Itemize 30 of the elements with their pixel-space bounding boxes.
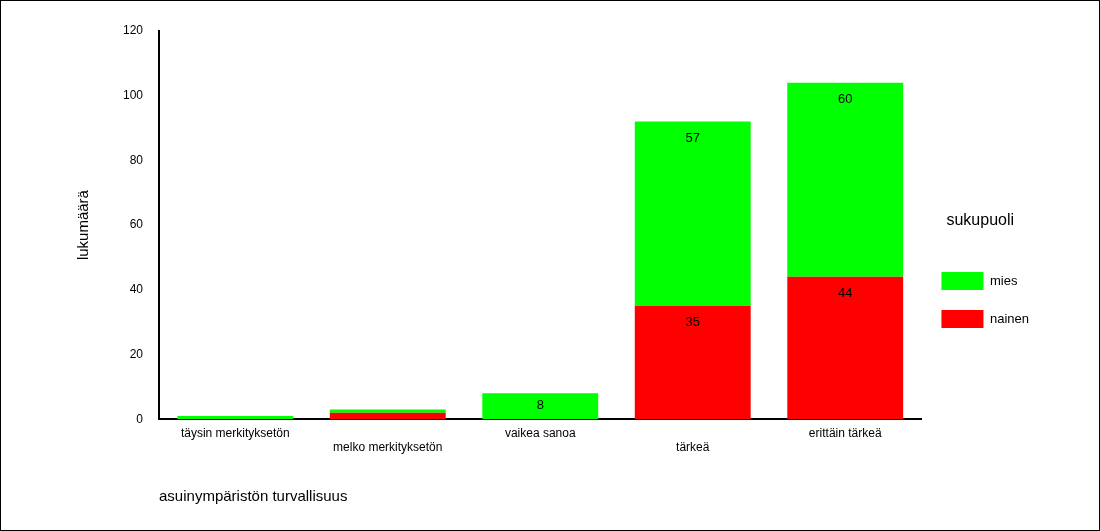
y-tick-label: 40 [129, 282, 144, 297]
data-label: 35 [685, 314, 700, 330]
bar [177, 415, 294, 420]
legend-title: sukupuoli [946, 211, 1015, 229]
y-tick-label: 20 [129, 346, 144, 361]
legend-label: nainen [989, 310, 1030, 326]
data-label: 57 [685, 129, 700, 145]
x-tick-label: erittäin tärkeä [808, 425, 882, 440]
bar [329, 412, 446, 420]
y-tick-label: 60 [129, 217, 144, 232]
bar [329, 409, 446, 413]
x-tick-label: tärkeä [676, 440, 710, 455]
y-tick-label: 80 [129, 152, 144, 167]
bar [634, 121, 751, 306]
data-label: 44 [837, 284, 853, 300]
bar [482, 393, 599, 420]
x-tick-label: täysin merkityksetön [180, 425, 290, 440]
data-label: 60 [837, 90, 853, 106]
bar [787, 82, 904, 277]
legend-label: mies [989, 272, 1018, 288]
y-tick-label: 120 [122, 23, 144, 38]
y-tick-label: 100 [122, 88, 144, 103]
bar [787, 276, 904, 420]
y-axis-title: lukumäärä [74, 189, 92, 261]
y-tick-label: 0 [136, 411, 144, 426]
data-label: 8 [536, 397, 544, 413]
x-axis-title: asuinympäristön turvallisuus [159, 487, 348, 505]
bar [634, 305, 751, 420]
x-tick-label: melko merkityksetön [333, 440, 443, 455]
x-tick-label: vaikea sanoa [504, 425, 576, 440]
